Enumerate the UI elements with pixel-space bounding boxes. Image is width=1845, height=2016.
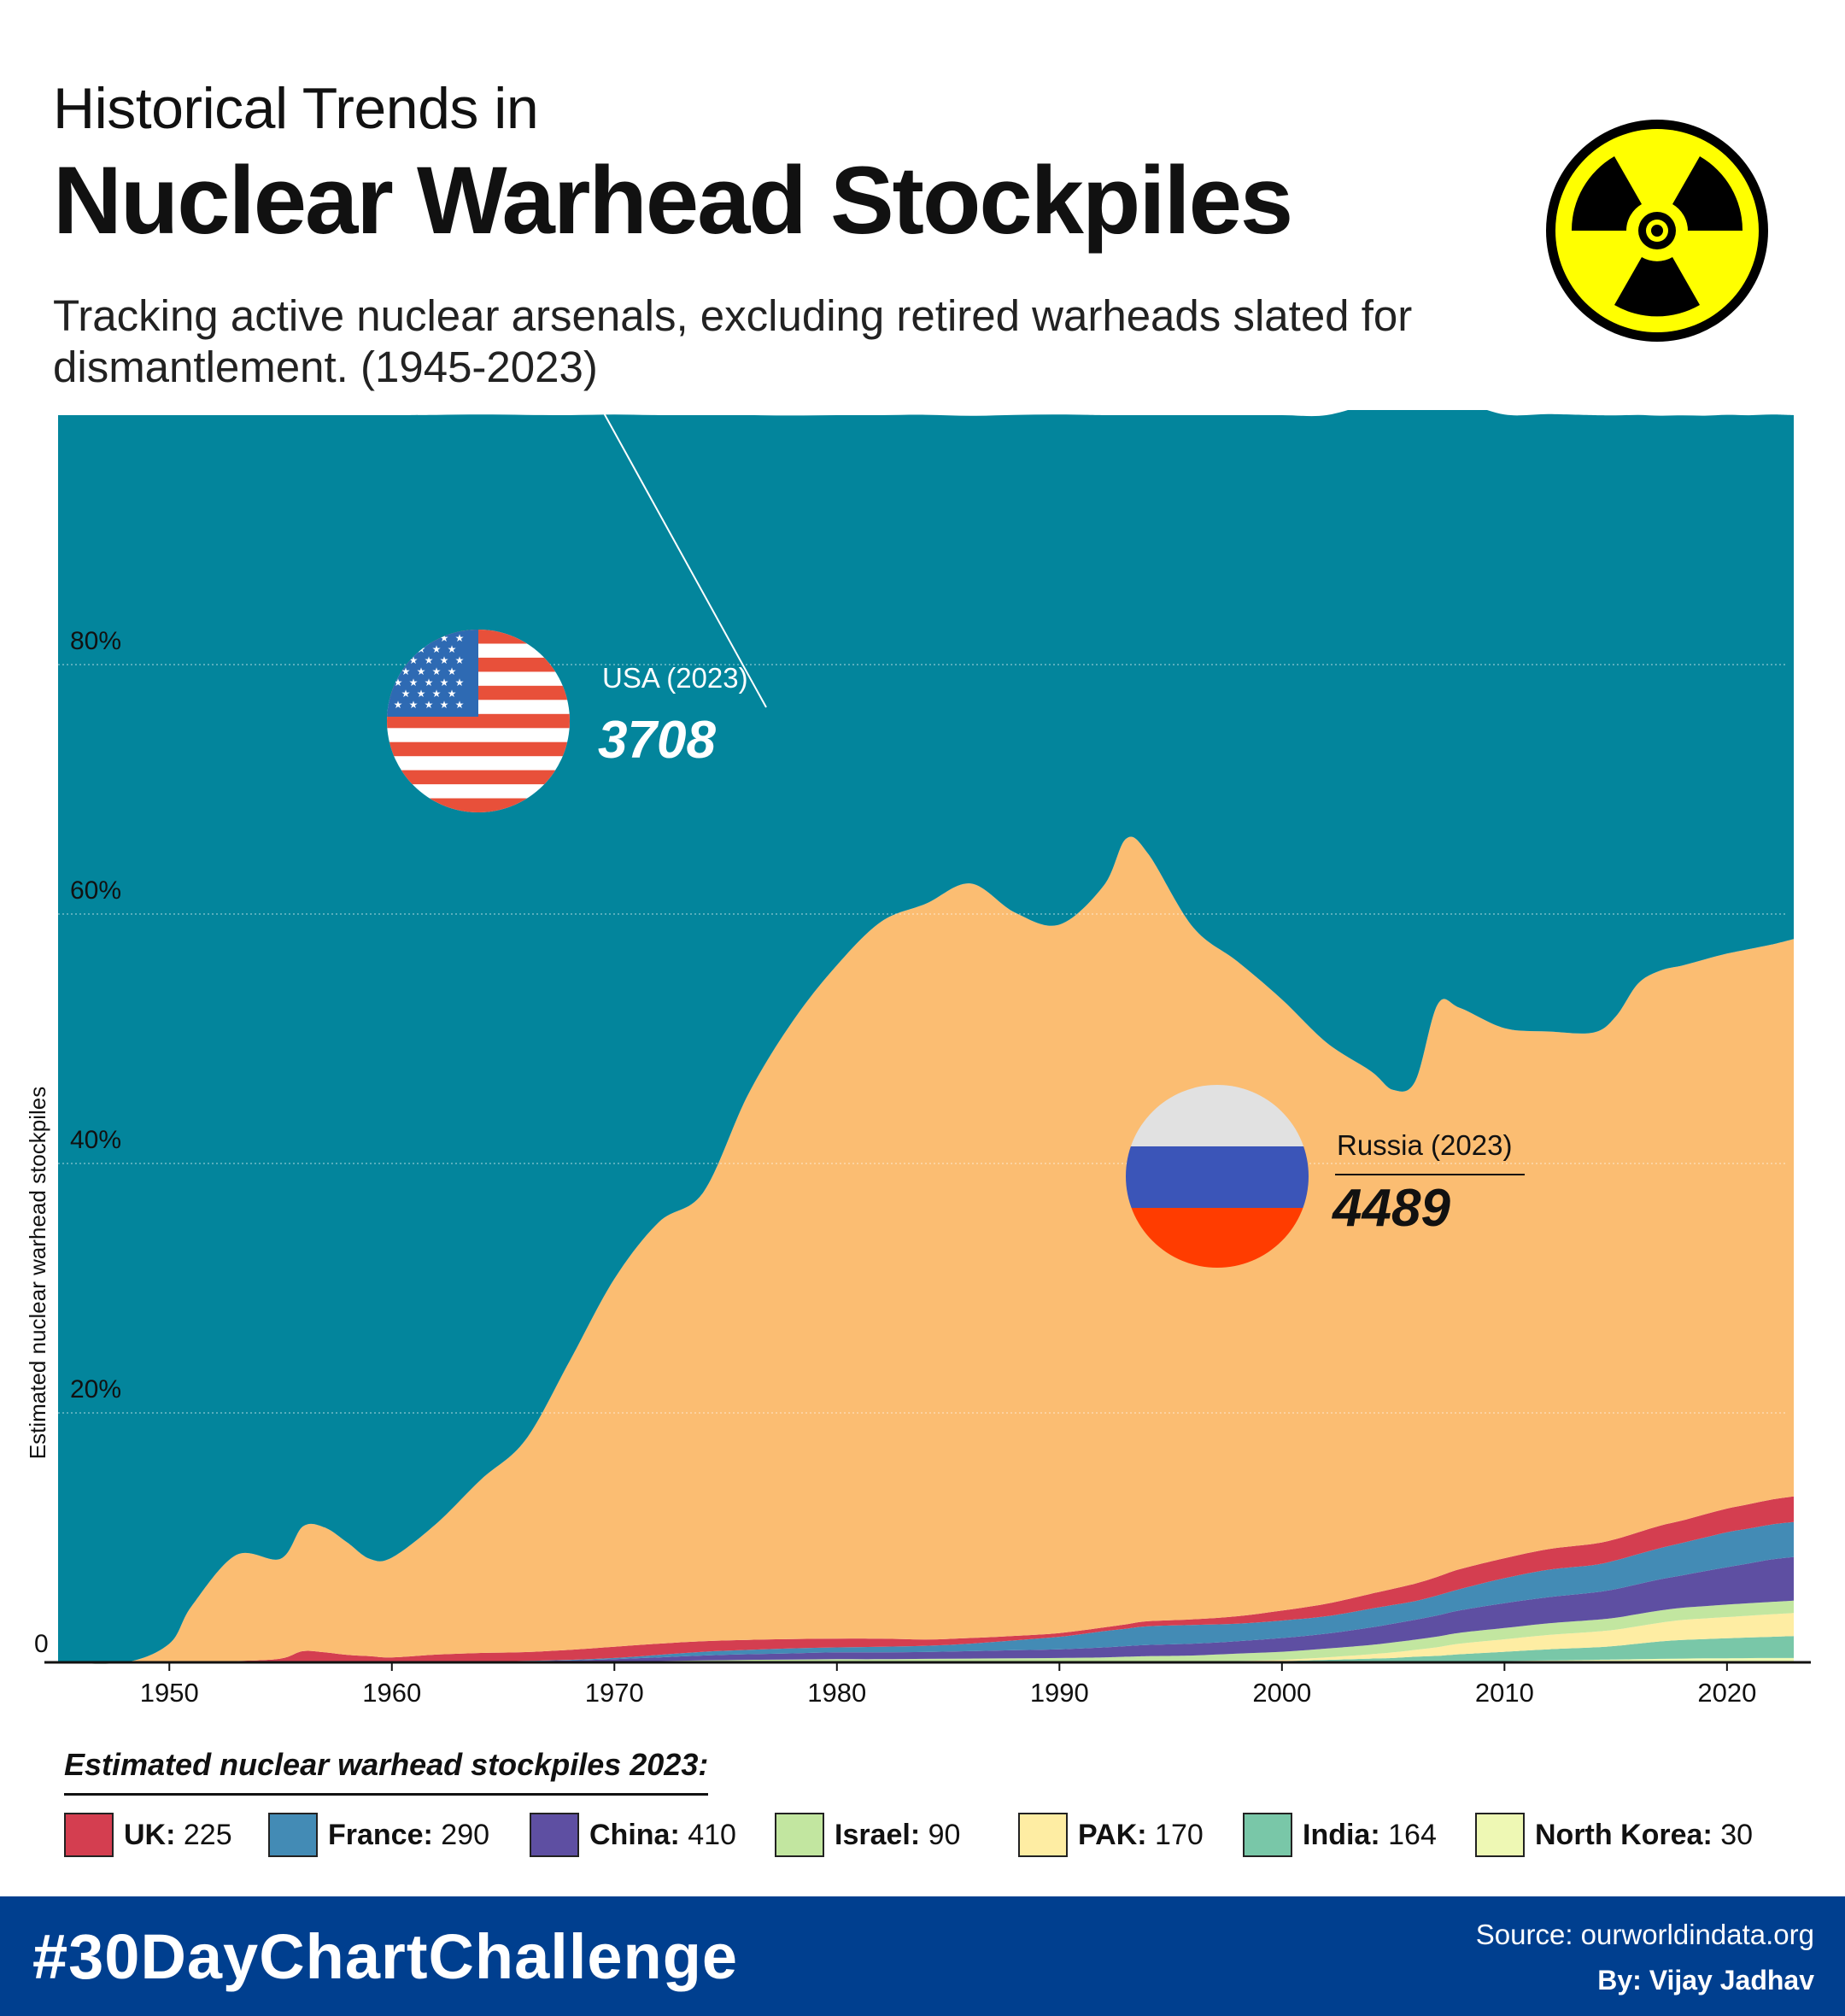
legend-value-uk: 225 [183, 1818, 232, 1851]
page-title-line1: Historical Trends in [53, 76, 539, 141]
chart-grid [58, 664, 1785, 1414]
x-axis-ticks: 1950 1960 1970 1980 1990 2000 2010 2020 [140, 1662, 1756, 1708]
svg-text:★: ★ [425, 699, 434, 711]
legend-swatch-pak [1018, 1813, 1068, 1857]
x-tick-label: 1970 [585, 1678, 644, 1708]
x-tick-label: 1990 [1030, 1678, 1089, 1708]
legend-value-north-korea: 30 [1720, 1818, 1754, 1851]
legend-name-north-korea: North Korea: [1535, 1818, 1713, 1851]
page-subtitle: Tracking active nuclear arsenals, exclud… [53, 291, 1413, 391]
legend-item-india: India: 164 [1243, 1809, 1437, 1861]
legend-item-france: France: 290 [268, 1809, 489, 1861]
svg-text:★: ★ [432, 665, 442, 677]
legend-value-france: 290 [441, 1818, 490, 1851]
legend-swatch-north-korea [1475, 1813, 1525, 1857]
legend-value-india: 164 [1388, 1818, 1437, 1851]
legend-name-uk: UK: [124, 1818, 176, 1851]
y-tick-label: 80% [70, 627, 121, 655]
legend-swatch-china [530, 1813, 579, 1857]
page-title: Nuclear Warhead Stockpiles [53, 147, 1293, 254]
x-tick-label: 1950 [140, 1678, 199, 1708]
stacked-area-chart: 0 20% 40% 60% 80% 1950 1960 1970 1980 1990 2000 20… [25, 410, 1811, 1708]
svg-text:★: ★ [401, 688, 411, 700]
svg-text:★: ★ [394, 699, 403, 711]
y-tick-label: 0 [34, 1630, 49, 1658]
legend-value-pak: 170 [1155, 1818, 1204, 1851]
legend-value-israel: 90 [928, 1818, 961, 1851]
area-series-russia [58, 836, 1794, 1664]
svg-text:★: ★ [432, 643, 442, 655]
legend-swatch-france [268, 1813, 318, 1857]
usa-annotation-label: USA (2023) [602, 662, 748, 694]
y-tick-label: 60% [70, 876, 121, 905]
legend-item-israel: Israel: 90 [775, 1809, 960, 1861]
y-axis-ticks: 0 20% 40% 60% 80% [34, 627, 121, 1658]
footer-banner: #30DayChartChallenge Source: ourworldind… [0, 1896, 1845, 2016]
svg-text:★: ★ [440, 654, 449, 666]
svg-text:★: ★ [440, 677, 449, 689]
y-axis-label: Estimated nuclear warhead stockpiles [25, 1087, 50, 1459]
svg-text:★: ★ [409, 677, 419, 689]
y-tick-label: 40% [70, 1126, 121, 1154]
footer-byline: By: Vijay Jadhav [1597, 1965, 1814, 1995]
legend-name-france: France: [328, 1818, 433, 1851]
footer-hashtag: #30DayChartChallenge [32, 1921, 739, 1992]
legend-title: Estimated nuclear warhead stockpiles 202… [64, 1747, 709, 1796]
svg-text:★: ★ [417, 688, 426, 700]
legend-swatch-israel [775, 1813, 824, 1857]
russia-annotation-value: 4489 [1331, 1179, 1450, 1238]
legend-value-china: 410 [688, 1818, 736, 1851]
legend-name-india: India: [1303, 1818, 1380, 1851]
legend: UK: 225 France: 290 China: 410 Israel: 9… [64, 1809, 1807, 1861]
svg-text:★: ★ [455, 677, 465, 689]
svg-text:★: ★ [394, 677, 403, 689]
svg-text:★: ★ [432, 688, 442, 700]
x-tick-label: 2010 [1475, 1678, 1534, 1708]
x-tick-label: 1980 [807, 1678, 866, 1708]
svg-text:★: ★ [409, 654, 419, 666]
svg-text:★: ★ [448, 665, 457, 677]
russia-flag-icon [1126, 1085, 1309, 1268]
radiation-icon [1546, 120, 1768, 342]
legend-name-israel: Israel: [835, 1818, 921, 1851]
area-series-israel [58, 1600, 1794, 1663]
legend-name-china: China: [589, 1818, 680, 1851]
svg-text:★: ★ [417, 665, 426, 677]
footer-source: Source: ourworldindata.org [1475, 1919, 1814, 1950]
svg-text:★: ★ [440, 632, 449, 644]
svg-text:★: ★ [425, 654, 434, 666]
svg-text:★: ★ [455, 632, 465, 644]
svg-text:★: ★ [455, 699, 465, 711]
y-tick-label: 20% [70, 1375, 121, 1404]
area-series-france [58, 1521, 1794, 1662]
svg-text:★: ★ [425, 677, 434, 689]
x-tick-label: 2000 [1252, 1678, 1311, 1708]
legend-name-pak: PAK: [1078, 1818, 1147, 1851]
legend-item-china: China: 410 [530, 1809, 736, 1861]
svg-text:★: ★ [401, 665, 411, 677]
x-tick-label: 2020 [1697, 1678, 1756, 1708]
x-tick-label: 1960 [362, 1678, 421, 1708]
russia-annotation: Russia (2023) 4489 [1126, 1085, 1525, 1268]
svg-text:★: ★ [448, 688, 457, 700]
chart-areas [58, 410, 1794, 1664]
legend-item-uk: UK: 225 [64, 1809, 232, 1861]
svg-text:★: ★ [455, 654, 465, 666]
russia-annotation-label: Russia (2023) [1337, 1129, 1512, 1161]
svg-text:★: ★ [409, 699, 419, 711]
area-series-china [58, 1556, 1794, 1663]
legend-item-pak: PAK: 170 [1018, 1809, 1204, 1861]
svg-text:★: ★ [448, 643, 457, 655]
usa-annotation-value: 3708 [598, 711, 716, 770]
area-series-uk [58, 1496, 1794, 1663]
legend-item-north-korea: North Korea: 30 [1475, 1809, 1753, 1861]
legend-swatch-india [1243, 1813, 1292, 1857]
legend-swatch-uk [64, 1813, 114, 1857]
svg-text:★: ★ [440, 699, 449, 711]
